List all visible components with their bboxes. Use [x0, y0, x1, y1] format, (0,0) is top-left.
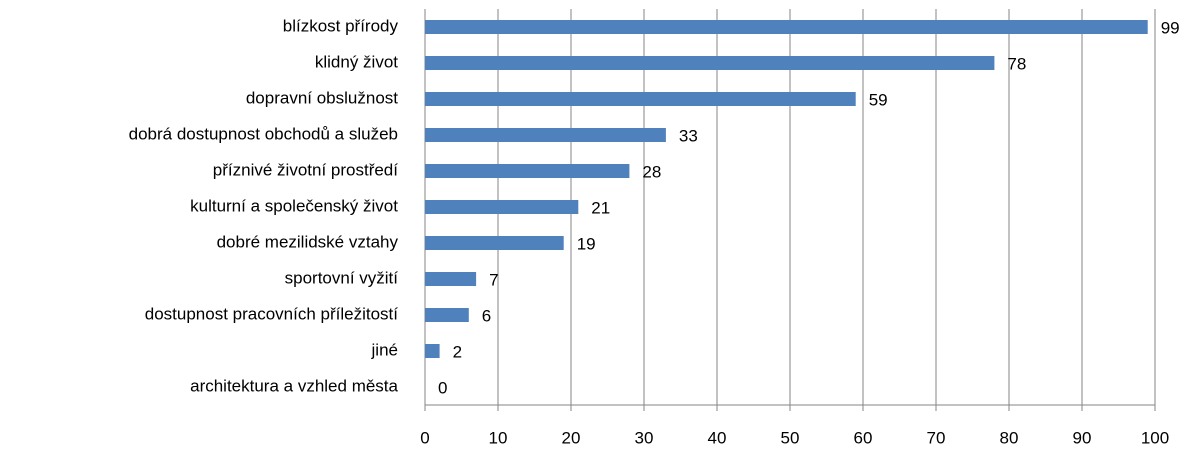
y-tick-label: dobré mezilidské vztahy [217, 232, 399, 251]
bar [425, 272, 477, 286]
y-tick-label: dostupnost pracovních příležitostí [145, 304, 399, 323]
y-tick-label: architektura a vzhled města [190, 376, 398, 395]
bar [425, 200, 579, 214]
y-tick-label: kulturní a společenský život [190, 196, 398, 215]
data-label: 59 [869, 90, 888, 109]
bar [425, 308, 469, 322]
x-tick-label: 90 [1073, 428, 1092, 447]
bar [425, 128, 666, 142]
data-label: 21 [591, 198, 610, 217]
data-label: 6 [482, 306, 491, 325]
data-label: 2 [453, 342, 462, 361]
x-tick-label: 50 [781, 428, 800, 447]
y-tick-label: dopravní obslužnost [246, 88, 398, 107]
data-label: 28 [642, 162, 661, 181]
x-tick-label: 10 [489, 428, 508, 447]
x-tick-label: 40 [708, 428, 727, 447]
x-tick-label: 20 [562, 428, 581, 447]
data-label: 78 [1007, 54, 1026, 73]
bar [425, 344, 440, 358]
y-tick-label: klidný život [315, 52, 398, 71]
y-tick-label: sportovní vyžití [285, 268, 399, 287]
data-label: 99 [1161, 18, 1180, 37]
x-tick-label: 60 [854, 428, 873, 447]
y-tick-label: jiné [371, 340, 398, 359]
y-tick-label: dobrá dostupnost obchodů a služeb [129, 124, 398, 143]
x-tick-label: 30 [635, 428, 654, 447]
bar [425, 236, 564, 250]
data-label: 0 [438, 378, 447, 397]
bar [425, 92, 856, 106]
y-tick-label: blízkost přírody [283, 16, 399, 35]
y-tick-label: příznivé životní prostředí [213, 160, 398, 179]
x-tick-label: 70 [927, 428, 946, 447]
x-tick-label: 100 [1141, 428, 1169, 447]
data-label: 7 [489, 270, 498, 289]
x-tick-label: 80 [1000, 428, 1019, 447]
bar [425, 20, 1148, 34]
bar [425, 56, 995, 70]
bar [425, 164, 630, 178]
data-label: 33 [679, 126, 698, 145]
x-tick-label: 0 [420, 428, 429, 447]
data-label: 19 [577, 234, 596, 253]
